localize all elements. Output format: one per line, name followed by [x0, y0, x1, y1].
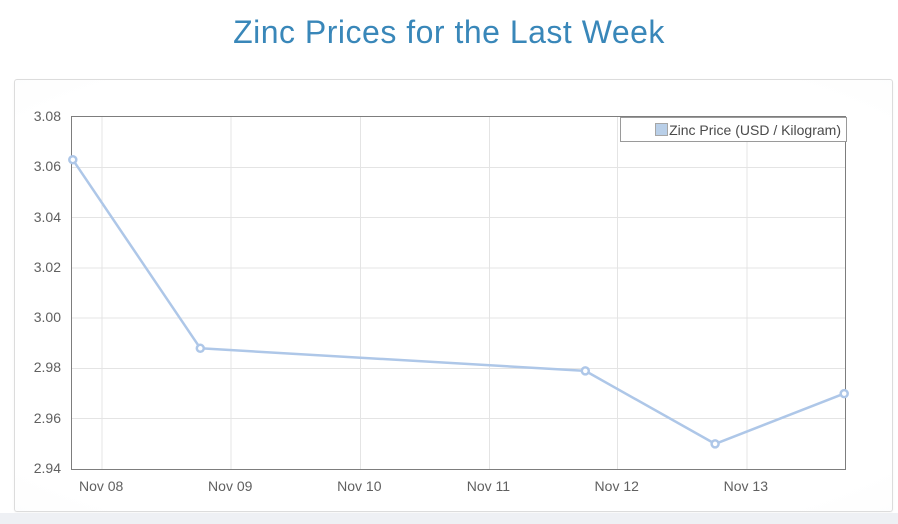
chart-card: 3.08 3.06 3.04 3.02 3.00 2.98 2.96 2.94 Nov 08 N…	[14, 79, 893, 512]
series-line	[71, 158, 845, 446]
y-axis-tick-label: 3.06	[33, 158, 61, 175]
x-axis-tick-label: Nov 13	[723, 478, 768, 494]
legend-swatch-icon	[655, 123, 669, 136]
y-axis-tick-label: 3.00	[33, 309, 61, 326]
x-axis-tick-label: Nov 11	[466, 478, 511, 494]
footer-strip	[0, 513, 898, 524]
legend[interactable]: Zinc Price (USD / Kilogram)	[620, 117, 847, 142]
x-axis-tick-label: Nov 09	[208, 478, 253, 494]
data-point-marker[interactable]	[580, 366, 591, 376]
y-axis-tick-label: 2.94	[33, 460, 61, 476]
data-point-marker[interactable]	[839, 388, 849, 399]
data-point-marker[interactable]	[710, 439, 720, 449]
y-axis-tick-label: 3.08	[33, 108, 61, 124]
x-axis-tick-label: Nov 10	[337, 478, 382, 494]
y-axis-tick-label: 2.98	[33, 359, 61, 376]
x-axis-tick-label: Nov 12	[594, 478, 639, 494]
chart-svg	[68, 117, 849, 469]
legend-label: Zinc Price (USD / Kilogram)	[669, 121, 841, 138]
page-title: Zinc Prices for the Last Week	[233, 14, 665, 50]
plot-area	[68, 116, 849, 470]
y-axis-tick-label: 3.02	[33, 258, 61, 275]
y-axis-tick-label: 2.96	[33, 409, 61, 426]
y-axis-tick-label: 3.04	[33, 208, 61, 225]
data-point-marker[interactable]	[195, 343, 206, 354]
x-axis-tick-label: Nov 08	[78, 478, 124, 494]
data-point-marker[interactable]	[68, 154, 78, 165]
